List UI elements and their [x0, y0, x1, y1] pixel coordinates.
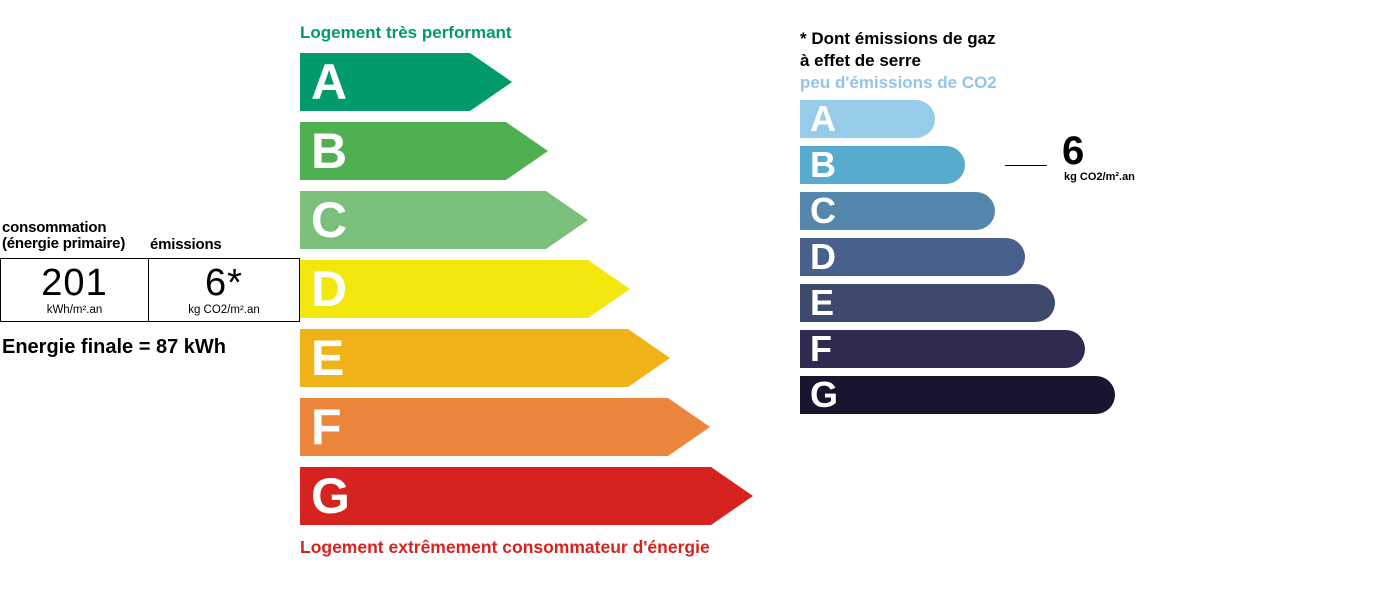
- co2-class-letter-a: A: [810, 98, 836, 139]
- energy-scale-title: Logement très performant: [300, 23, 512, 42]
- co2-value-unit: kg CO2/m².an: [1064, 171, 1135, 183]
- consumption-cell: 201 kWh/m².an: [1, 259, 149, 321]
- energy-class-row-b: B: [300, 122, 548, 180]
- energy-class-letter-a: A: [311, 54, 348, 110]
- co2-class-letter-d: D: [810, 236, 836, 277]
- energy-class-row-e: E: [300, 329, 670, 387]
- energy-class-letter-g: G: [311, 468, 350, 524]
- co2-scale: * Dont émissions de gaz à effet de serre…: [800, 28, 1260, 422]
- co2-class-row-g: G: [800, 376, 1115, 414]
- energy-class-row-d: D: [300, 260, 630, 318]
- consumption-value: 201: [41, 262, 108, 304]
- co2-class-letter-b: B: [810, 144, 836, 185]
- co2-class-row-e: E: [800, 284, 1055, 322]
- energy-class-letter-e: E: [311, 330, 345, 386]
- emissions-unit: kg CO2/m².an: [188, 304, 260, 316]
- emissions-value: 6*: [205, 262, 243, 304]
- emissions-cell: 6* kg CO2/m².an: [149, 259, 299, 321]
- energy-class-row-f: F: [300, 398, 710, 456]
- co2-note: * Dont émissions de gaz à effet de serre: [800, 28, 1260, 72]
- consumption-unit: kWh/m².an: [46, 304, 103, 316]
- energy-scale-footer: Logement extrêmement consommateur d'éner…: [300, 537, 710, 557]
- consumption-label-line2: (énergie primaire): [2, 235, 126, 252]
- energy-class-letter-c: C: [311, 192, 348, 248]
- energy-class-letter-b: B: [311, 123, 348, 179]
- energy-class-row-a: A: [300, 53, 512, 111]
- energy-class-row-c: C: [300, 191, 588, 249]
- co2-class-letter-e: E: [810, 282, 835, 323]
- co2-class-row-d: D: [800, 238, 1025, 276]
- co2-value-indicator-line: [1005, 165, 1047, 166]
- co2-value: 6: [1062, 129, 1085, 173]
- co2-class-row-b: B: [800, 146, 965, 184]
- co2-class-row-c: C: [800, 192, 995, 230]
- energy-class-letter-f: F: [311, 399, 342, 455]
- summary-value-box: 201 kWh/m².an 6* kg CO2/m².an: [0, 258, 300, 322]
- energy-class-row-g: G: [300, 467, 753, 525]
- co2-subtitle: peu d'émissions de CO2: [800, 73, 997, 92]
- co2-class-letter-g: G: [810, 374, 839, 415]
- consumption-label: consommation (énergie primaire): [2, 220, 125, 252]
- emissions-label: émissions: [150, 236, 222, 253]
- co2-note-line1: * Dont émissions de gaz: [800, 29, 996, 48]
- consumption-label-line1: consommation: [2, 219, 107, 236]
- co2-class-letter-f: F: [810, 328, 832, 369]
- energy-class-letter-d: D: [311, 261, 348, 317]
- co2-class-row-a: A: [800, 100, 935, 138]
- co2-note-line2: à effet de serre: [800, 51, 921, 70]
- final-energy-label: Energie finale = 87 kWh: [2, 336, 226, 358]
- co2-class-row-f: F: [800, 330, 1085, 368]
- co2-class-letter-c: C: [810, 190, 836, 231]
- energy-scale: Logement très performant A B C D E F G L…: [300, 23, 753, 558]
